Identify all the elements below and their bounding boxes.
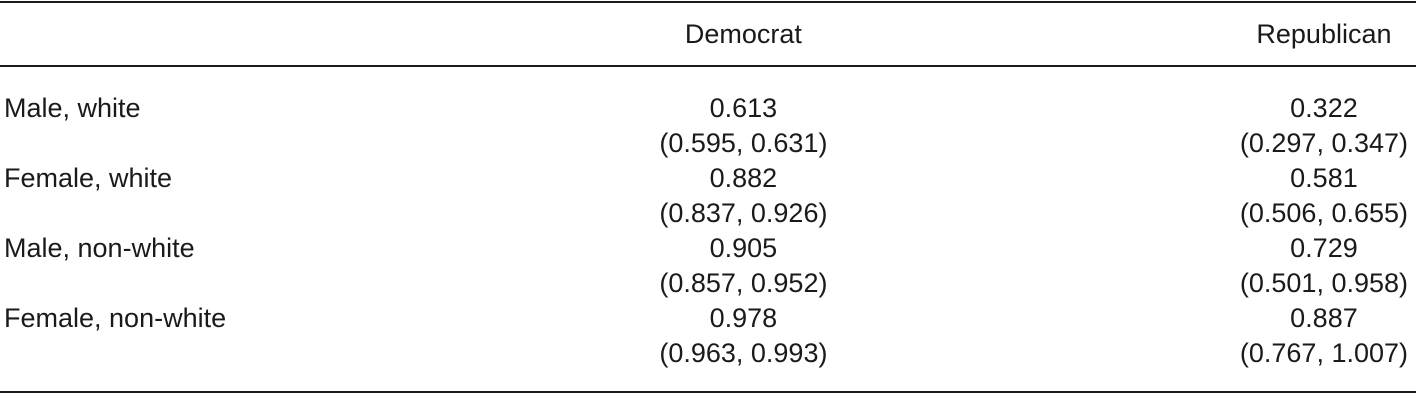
confidence-interval: (0.857, 0.952) [659, 268, 828, 298]
row-label: Female, white [4, 163, 173, 193]
col-header-democrat: Democrat [254, 1, 1232, 67]
col-header-empty [0, 1, 255, 67]
col-header-republican: Republican [1231, 1, 1416, 67]
table-row-female-white: Female, white 0.882 (0.837, 0.926) 0.581… [0, 161, 1416, 231]
confidence-interval: (0.767, 1.007) [1239, 338, 1409, 368]
table-row-female-non-white: Female, non-white 0.978 (0.963, 0.993) 0… [0, 301, 1416, 393]
republican-cell: 0.581 (0.506, 0.655) [1232, 161, 1416, 231]
republican-cell: 0.322 (0.297, 0.347) [1232, 66, 1416, 161]
estimate-value: 0.613 [709, 93, 778, 123]
democrat-cell: 0.905 (0.857, 0.952) [255, 231, 1232, 301]
estimate-value: 0.322 [1290, 93, 1358, 123]
estimate-value: 0.905 [709, 233, 778, 263]
estimate-value: 0.581 [1290, 163, 1358, 193]
estimate-value: 0.887 [1290, 303, 1358, 333]
confidence-interval: (0.297, 0.347) [1239, 128, 1409, 158]
democrat-cell: 0.978 (0.963, 0.993) [254, 301, 1232, 393]
confidence-interval: (0.506, 0.655) [1239, 198, 1409, 228]
confidence-interval: (0.837, 0.926) [659, 198, 828, 228]
confidence-interval: (0.501, 0.958) [1239, 268, 1409, 298]
table-header-row: Democrat Republican [0, 1, 1416, 67]
table-row-male-non-white: Male, non-white 0.905 (0.857, 0.952) 0.7… [0, 231, 1416, 301]
estimate-value: 0.882 [709, 163, 778, 193]
row-label: Female, non-white [0, 301, 255, 393]
confidence-interval: (0.963, 0.993) [659, 338, 828, 368]
results-table: Democrat Republican Male, white 0.613 (0… [0, 1, 1416, 393]
row-label: Male, white [4, 93, 141, 123]
democrat-cell: 0.613 (0.595, 0.631) [255, 66, 1232, 161]
estimate-value: 0.729 [1290, 233, 1358, 263]
democrat-cell: 0.882 (0.837, 0.926) [255, 161, 1232, 231]
table-row-male-white: Male, white 0.613 (0.595, 0.631) 0.322 (… [0, 66, 1416, 161]
republican-cell: 0.729 (0.501, 0.958) [1232, 231, 1416, 301]
confidence-interval: (0.595, 0.631) [659, 128, 828, 158]
row-label: Male, non-white [4, 233, 195, 263]
republican-cell: 0.887 (0.767, 1.007) [1231, 301, 1416, 393]
estimate-value: 0.978 [709, 303, 778, 333]
